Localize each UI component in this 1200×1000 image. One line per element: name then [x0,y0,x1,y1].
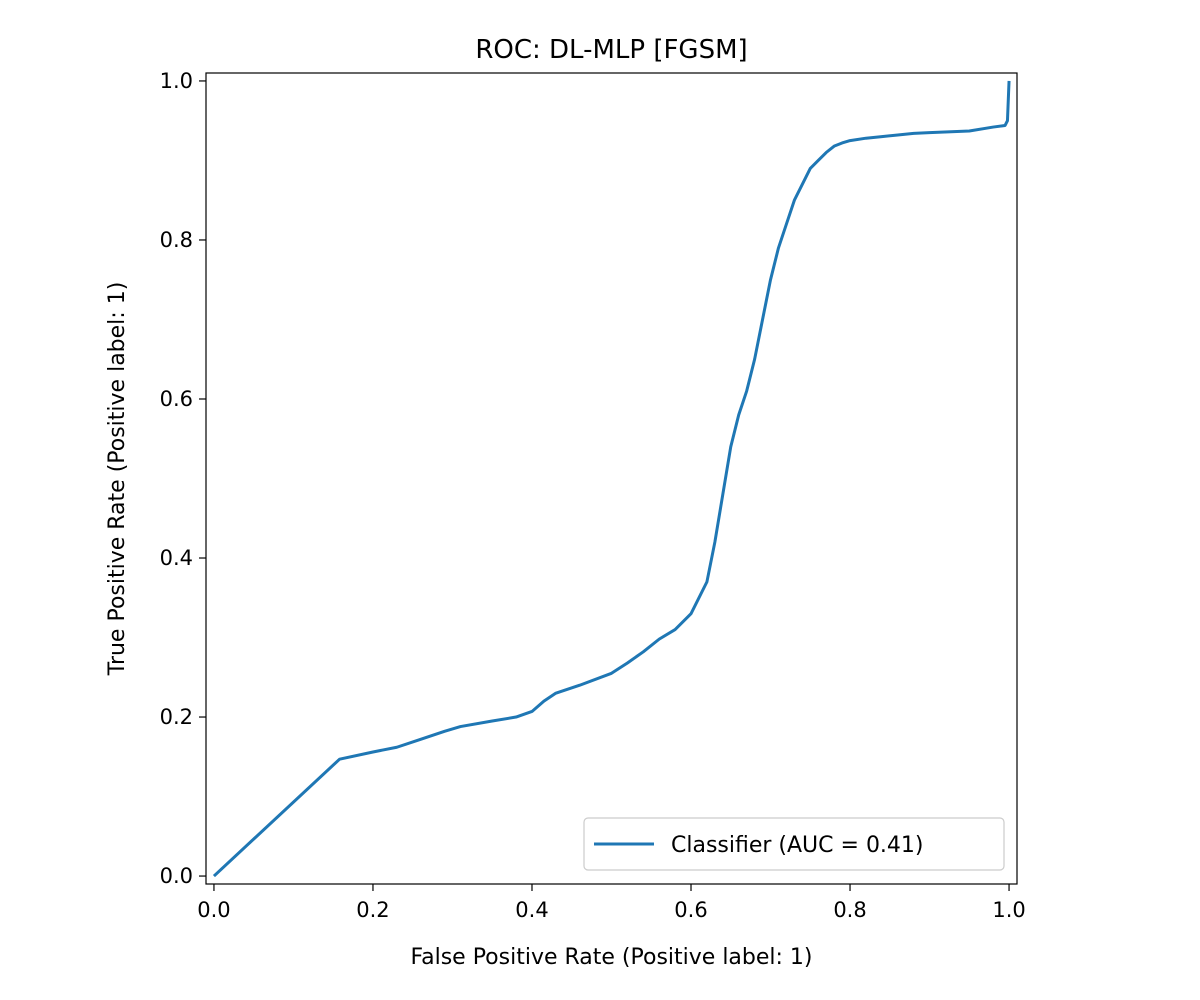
x-tick-label: 0.4 [515,898,548,922]
y-tick-label: 0.6 [160,387,193,411]
legend-entry-classifier: Classifier (AUC = 0.41) [671,833,924,858]
x-tick-label: 0.0 [197,898,230,922]
legend-box [583,817,1005,871]
y-axis-ticks: 0.0 0.2 0.4 0.6 0.8 1.0 [160,69,206,888]
x-axis-label: False Positive Rate (Positive label: 1) [410,945,812,970]
y-tick-label: 0.0 [160,864,193,888]
plot-frame [205,72,1018,885]
roc-curve-line [212,80,1011,878]
y-tick-label: 0.4 [160,546,193,570]
legend: Classifier (AUC = 0.41) [583,817,1005,871]
x-tick-label: 0.8 [833,898,866,922]
y-axis-label: True Positive Rate (Positive label: 1) [105,282,130,677]
series-layer [212,80,1011,878]
y-tick-label: 0.2 [160,705,193,729]
chart-title: ROC: DL-MLP [FGSM] [475,35,747,65]
x-axis-ticks: 0.0 0.2 0.4 0.6 0.8 1.0 [197,884,1026,922]
y-tick-label: 0.8 [160,228,193,252]
x-tick-label: 0.6 [674,898,707,922]
x-tick-label: 0.2 [356,898,389,922]
x-tick-label: 1.0 [992,898,1025,922]
y-tick-label: 1.0 [160,69,193,93]
